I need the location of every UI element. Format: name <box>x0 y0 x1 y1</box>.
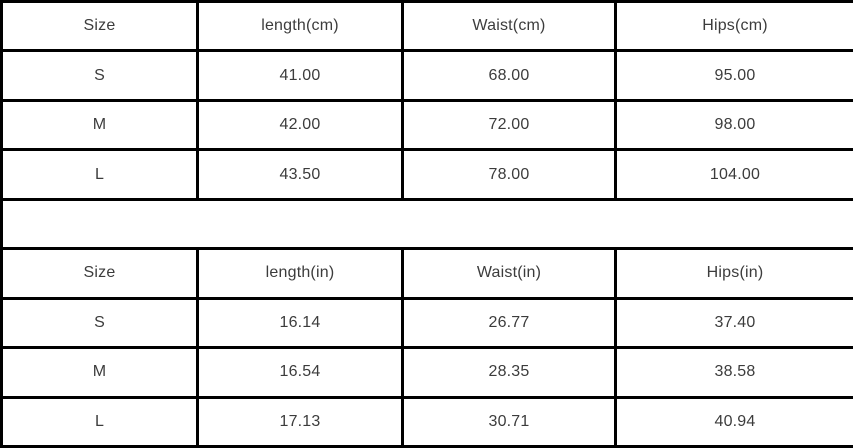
table-header-row-cm: Size length(cm) Waist(cm) Hips(cm) <box>0 0 853 53</box>
header-cell-waist-cm: Waist(cm) <box>401 0 617 53</box>
size-cell: S <box>0 296 199 350</box>
hips-cell: 38.58 <box>614 346 853 399</box>
table-row-s-cm: S 41.00 68.00 95.00 <box>0 49 853 102</box>
waist-cell: 26.77 <box>401 296 617 350</box>
header-cell-waist-in: Waist(in) <box>401 247 617 300</box>
header-cell-hips-in: Hips(in) <box>614 247 853 300</box>
hips-cell: 95.00 <box>614 49 853 102</box>
header-cell-length-in: length(in) <box>196 247 404 300</box>
size-cell: M <box>0 346 199 399</box>
hips-cell: 40.94 <box>614 395 853 448</box>
waist-cell: 72.00 <box>401 98 617 152</box>
length-cell: 17.13 <box>196 395 404 448</box>
waist-cell: 78.00 <box>401 148 617 201</box>
table-header-row-in: Size length(in) Waist(in) Hips(in) <box>0 247 853 300</box>
waist-cell: 30.71 <box>401 395 617 448</box>
hips-cell: 37.40 <box>614 296 853 350</box>
length-cell: 43.50 <box>196 148 404 201</box>
size-cell: M <box>0 98 199 152</box>
table-row-s-in: S 16.14 26.77 37.40 <box>0 296 853 350</box>
size-cell: S <box>0 49 199 102</box>
length-cell: 16.54 <box>196 346 404 399</box>
header-cell-length-cm: length(cm) <box>196 0 404 53</box>
waist-cell: 28.35 <box>401 346 617 399</box>
hips-cell: 104.00 <box>614 148 853 201</box>
length-cell: 41.00 <box>196 49 404 102</box>
header-cell-size-in: Size <box>0 247 199 300</box>
length-cell: 42.00 <box>196 98 404 152</box>
header-cell-size-cm: Size <box>0 0 199 53</box>
waist-cell: 68.00 <box>401 49 617 102</box>
size-cell: L <box>0 148 199 201</box>
table-row-l-cm: L 43.50 78.00 104.00 <box>0 148 853 201</box>
length-cell: 16.14 <box>196 296 404 350</box>
table-row-l-in: L 17.13 30.71 40.94 <box>0 395 853 448</box>
spacer-cell <box>0 197 853 251</box>
table-row-m-cm: M 42.00 72.00 98.00 <box>0 98 853 152</box>
spacer-row <box>0 197 853 251</box>
size-cell: L <box>0 395 199 448</box>
header-cell-hips-cm: Hips(cm) <box>614 0 853 53</box>
table-row-m-in: M 16.54 28.35 38.58 <box>0 346 853 399</box>
hips-cell: 98.00 <box>614 98 853 152</box>
